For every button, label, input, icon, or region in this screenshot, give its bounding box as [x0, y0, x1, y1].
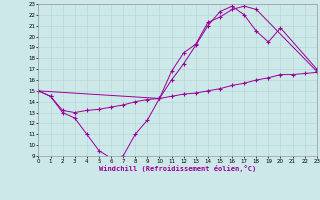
- X-axis label: Windchill (Refroidissement éolien,°C): Windchill (Refroidissement éolien,°C): [99, 165, 256, 172]
